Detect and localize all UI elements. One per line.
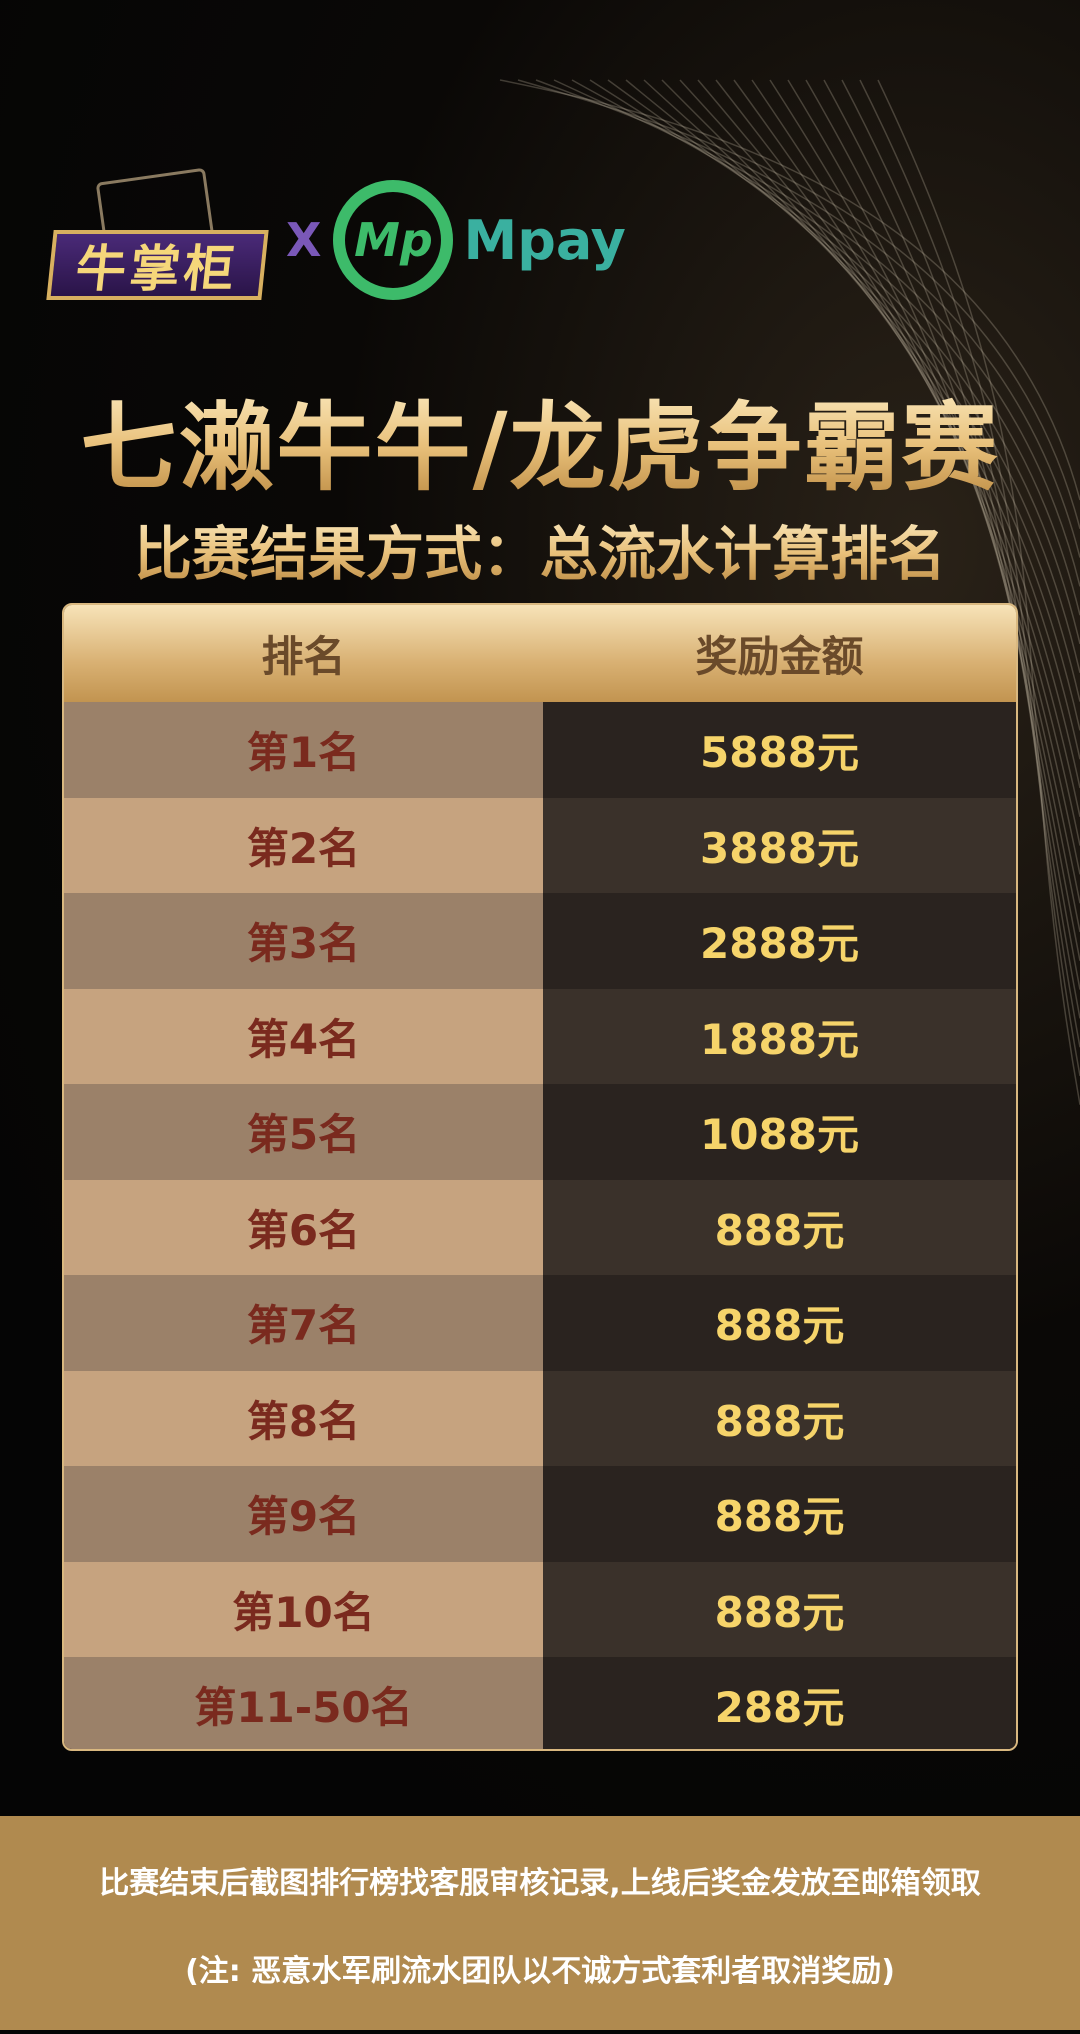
table-row: 第4名 1888元 [64,988,1016,1084]
prize-cell: 888元 [543,1275,1016,1371]
rank-cell: 第3名 [64,893,543,989]
table-row: 第6名 888元 [64,1179,1016,1275]
wave-line [751,79,1080,904]
wave-line [553,79,1080,587]
prize-cell: 3888元 [543,797,1016,893]
wave-line [859,79,1080,1077]
table-row: 第11-50名 288元 [64,1657,1016,1749]
wave-line [823,79,1080,1019]
table-row: 第5名 1088元 [64,1084,1016,1180]
rank-cell: 第2名 [64,797,543,893]
rank-cell: 第5名 [64,1084,543,1180]
table-row: 第1名 5888元 [64,702,1016,798]
page-subtitle: 比赛结果方式：总流水计算排名 [0,507,1080,591]
wave-line [517,79,1080,529]
rank-cell: 第9名 [64,1466,543,1562]
table-row: 第3名 2888元 [64,893,1016,989]
wave-line [571,79,1080,616]
wave-line [625,79,1080,702]
wave-line [589,79,1080,645]
prize-cell: 888元 [543,1370,1016,1466]
header-rank: 排名 [261,632,346,681]
wave-line [877,79,1080,1105]
wave-line [841,79,1080,1048]
wave-line [679,79,1080,789]
mpay-mark: Mp [354,213,433,267]
table-row: 第8名 888元 [64,1370,1016,1466]
table-header: 排名 奖励金额 [64,605,1016,702]
footer-notice: 比赛结束后截图排行榜找客服审核记录,上线后奖金发放至邮箱领取 (注: 恶意水军刷… [0,1816,1080,2030]
rank-cell: 第6名 [64,1179,543,1275]
collab-x: X [286,213,322,267]
table-row: 第10名 888元 [64,1561,1016,1657]
rank-cell: 第8名 [64,1370,543,1466]
rank-cell: 第4名 [64,988,543,1084]
table-row: 第7名 888元 [64,1275,1016,1371]
wave-line [769,79,1080,933]
rank-cell: 第7名 [64,1275,543,1371]
wave-line [607,79,1080,673]
niuzhanggui-logo-text: 牛掌柜 [46,230,269,300]
prize-cell: 1888元 [543,988,1016,1084]
prize-table: 排名 奖励金额 第1名 5888元 第2名 3888元 第3名 2888元 第4名 1888元… [62,603,1018,1751]
mpay-logo-text: Mpay [463,208,626,272]
wave-line [499,79,1080,501]
footer-line-2: (注: 恶意水军刷流水团队以不诚方式套利者取消奖励) [185,1954,895,1989]
rank-cell: 第1名 [64,702,543,798]
wave-line [697,79,1080,817]
prize-cell: 288元 [543,1657,1016,1749]
decorative-wave-lines [499,79,1080,1105]
footer-line-1: 比赛结束后截图排行榜找客服审核记录,上线后奖金发放至邮箱领取 [99,1866,981,1901]
wave-line [805,79,1080,990]
wave-line [643,79,1080,731]
page-title: 七濑牛牛/龙虎争霸赛 [0,370,1080,509]
table-row: 第9名 888元 [64,1466,1016,1562]
wave-line [715,79,1080,846]
niuzhanggui-logo: 牛掌柜 [40,167,270,300]
wave-line [535,79,1080,558]
wave-line [661,79,1080,760]
prize-cell: 888元 [543,1561,1016,1657]
header-prize: 奖励金额 [695,632,864,681]
prize-cell: 5888元 [543,702,1016,798]
rank-cell: 第11-50名 [64,1657,543,1749]
wave-line [733,79,1080,875]
logo-row: 牛掌柜 X Mp Mpay [40,167,626,310]
table-row: 第2名 3888元 [64,797,1016,893]
table-body: 第1名 5888元 第2名 3888元 第3名 2888元 第4名 1888元 第5名 1088元… [64,702,1016,1749]
mpay-logo-icon: Mp [333,180,454,300]
prize-cell: 888元 [543,1179,1016,1275]
prize-cell: 2888元 [543,893,1016,989]
prize-cell: 888元 [543,1466,1016,1562]
prize-cell: 1088元 [543,1084,1016,1180]
wave-line [787,79,1080,961]
rank-cell: 第10名 [64,1561,543,1657]
